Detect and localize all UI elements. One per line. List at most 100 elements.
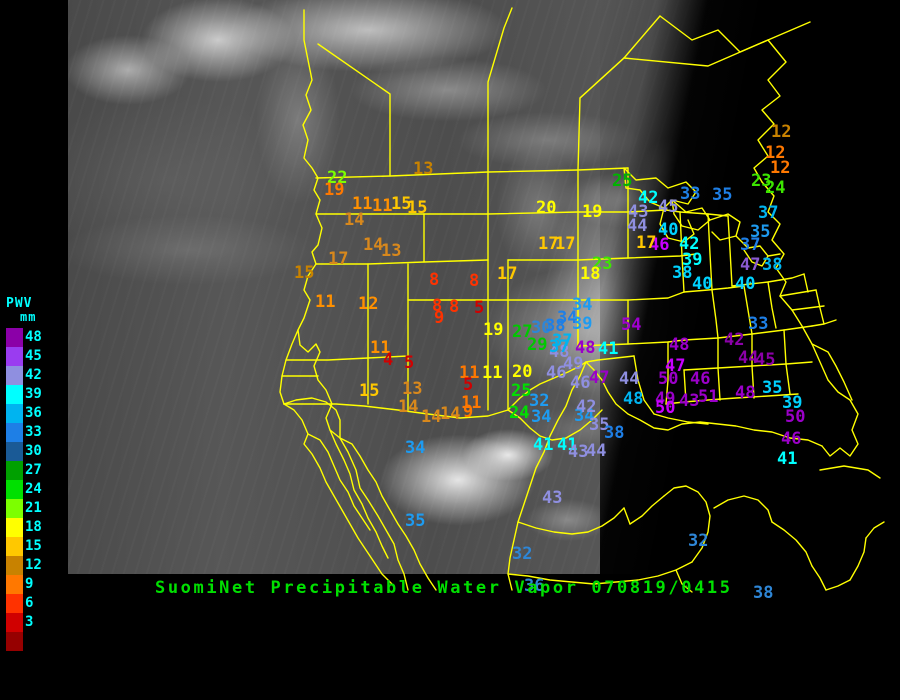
pwv-station-value: 45 bbox=[658, 197, 679, 217]
pwv-station-value: 13 bbox=[413, 159, 434, 179]
pwv-station-value: 44 bbox=[619, 369, 640, 389]
colorbar-tick-label: 12 bbox=[25, 557, 42, 573]
pwv-station-value: 33 bbox=[748, 314, 769, 334]
pwv-station-value: 35 bbox=[762, 378, 783, 398]
colorbar-swatch bbox=[6, 366, 23, 385]
pwv-station-value: 11 bbox=[461, 393, 482, 413]
colorbar-swatch bbox=[6, 632, 23, 651]
pwv-station-value: 30 bbox=[531, 318, 552, 338]
colorbar-swatch bbox=[6, 499, 23, 518]
pwv-station-value: 42 bbox=[638, 188, 659, 208]
colorbar-swatch bbox=[6, 480, 23, 499]
pwv-station-value: 33 bbox=[680, 184, 701, 204]
colorbar-swatch bbox=[6, 518, 23, 537]
pwv-station-value: 41 bbox=[557, 435, 578, 455]
pwv-station-value: 8 bbox=[449, 297, 460, 317]
pwv-station-value: 35 bbox=[750, 222, 771, 242]
colorbar-tick-label: 9 bbox=[25, 576, 34, 592]
colorbar-swatch bbox=[6, 613, 23, 632]
pwv-station-value: 47 bbox=[589, 368, 610, 388]
pwv-station-value: 14 bbox=[398, 397, 419, 417]
pwv-station-value: 11 bbox=[352, 194, 373, 214]
pwv-station-value: 37 bbox=[740, 235, 761, 255]
terminator-night-region bbox=[600, 0, 900, 596]
pwv-station-value: 49 bbox=[655, 389, 676, 409]
colorbar-swatch bbox=[6, 461, 23, 480]
pwv-station-value: 41 bbox=[533, 435, 554, 455]
pwv-station-value: 54 bbox=[621, 315, 642, 335]
pwv-station-value: 46 bbox=[690, 369, 711, 389]
pwv-station-value: 34 bbox=[574, 406, 595, 426]
pwv-station-value: 36 bbox=[524, 576, 545, 596]
pwv-station-value: 43 bbox=[568, 442, 589, 462]
pwv-station-value: 8 bbox=[469, 271, 480, 291]
pwv-station-value: 5 bbox=[404, 353, 415, 373]
pwv-station-value: 5 bbox=[474, 298, 485, 318]
pwv-station-value: 13 bbox=[381, 241, 402, 261]
pwv-station-value: 43 bbox=[628, 202, 649, 222]
colorbar-tick-label: 6 bbox=[25, 595, 34, 611]
pwv-station-value: 12 bbox=[770, 158, 791, 178]
pwv-station-value: 12 bbox=[771, 122, 792, 142]
pwv-station-value: 40 bbox=[658, 220, 679, 240]
pwv-station-value: 11 bbox=[459, 363, 480, 383]
pwv-station-value: 46 bbox=[546, 363, 567, 383]
colorbar-tick-label: 30 bbox=[25, 443, 42, 459]
colorbar-tick-label: 15 bbox=[25, 538, 42, 554]
pwv-station-value: 34 bbox=[572, 295, 593, 315]
colorbar-swatch bbox=[6, 404, 23, 423]
pwv-station-value: 12 bbox=[358, 294, 379, 314]
pwv-station-value: 47 bbox=[665, 356, 686, 376]
satellite-imagery bbox=[68, 0, 900, 596]
pwv-station-value: 17 bbox=[497, 264, 518, 284]
pwv-station-value: 35 bbox=[405, 511, 426, 531]
pwv-station-value: 9 bbox=[434, 308, 445, 328]
pwv-station-value: 41 bbox=[598, 339, 619, 359]
pwv-station-value: 15 bbox=[294, 263, 315, 283]
pwv-station-value: 17 bbox=[555, 234, 576, 254]
pwv-station-value: 13 bbox=[402, 379, 423, 399]
pwv-station-value: 24 bbox=[509, 403, 530, 423]
colorbar-tick-label: 45 bbox=[25, 348, 42, 364]
colorbar-swatch bbox=[6, 385, 23, 404]
pwv-station-value: 4 bbox=[383, 350, 394, 370]
colorbar-swatch bbox=[6, 328, 23, 347]
pwv-station-value: 39 bbox=[782, 393, 803, 413]
pwv-station-value: 9 bbox=[463, 402, 474, 422]
colorbar-labels: 48 45 42 39 36 33 30 27 24 21 18 15 12 9 6 3 bbox=[25, 328, 42, 651]
pwv-station-value: 15 bbox=[391, 194, 412, 214]
pwv-station-value: 17 bbox=[328, 249, 349, 269]
pwv-station-value: 42 bbox=[576, 397, 597, 417]
pwv-station-value: 20 bbox=[512, 362, 533, 382]
pwv-station-value: 25 bbox=[612, 171, 633, 191]
pwv-station-value: 24 bbox=[765, 178, 786, 198]
pwv-station-value: 25 bbox=[511, 381, 532, 401]
pwv-station-value: 17 bbox=[538, 234, 559, 254]
pwv-station-value: 50 bbox=[658, 369, 679, 389]
pwv-station-value: 19 bbox=[324, 180, 345, 200]
colorbar-swatch bbox=[6, 594, 23, 613]
pwv-station-value: 15 bbox=[407, 198, 428, 218]
pwv-station-value: 15 bbox=[359, 381, 380, 401]
product-title: SuomiNet Precipitable Water Vapor 070819… bbox=[155, 578, 733, 598]
pwv-station-value: 37 bbox=[552, 331, 573, 351]
pwv-station-value: 50 bbox=[655, 398, 676, 418]
pwv-station-value: 42 bbox=[724, 330, 745, 350]
pwv-station-value: 38 bbox=[753, 583, 774, 603]
pwv-station-value: 47 bbox=[740, 255, 761, 275]
pwv-station-value: 5 bbox=[463, 375, 474, 395]
pwv-station-value: 44 bbox=[627, 216, 648, 236]
pwv-colorbar-legend: PWV mm 48 45 42 39 36 33 30 27 24 21 18 15 12 9 6 3 bbox=[0, 296, 68, 658]
pwv-station-value: 38 bbox=[545, 316, 566, 336]
pwv-station-value: 46 bbox=[570, 373, 591, 393]
pwv-station-value: 18 bbox=[580, 264, 601, 284]
pwv-station-value: 38 bbox=[604, 423, 625, 443]
pwv-station-value: 43 bbox=[542, 488, 563, 508]
pwv-station-value: 8 bbox=[432, 296, 443, 316]
colorbar-swatch bbox=[6, 537, 23, 556]
colorbar-units: mm bbox=[20, 310, 37, 324]
pwv-station-value: 14 bbox=[440, 404, 461, 424]
pwv-station-value: 49 bbox=[563, 354, 584, 374]
colorbar-swatch bbox=[6, 423, 23, 442]
pwv-station-value: 27 bbox=[512, 322, 533, 342]
